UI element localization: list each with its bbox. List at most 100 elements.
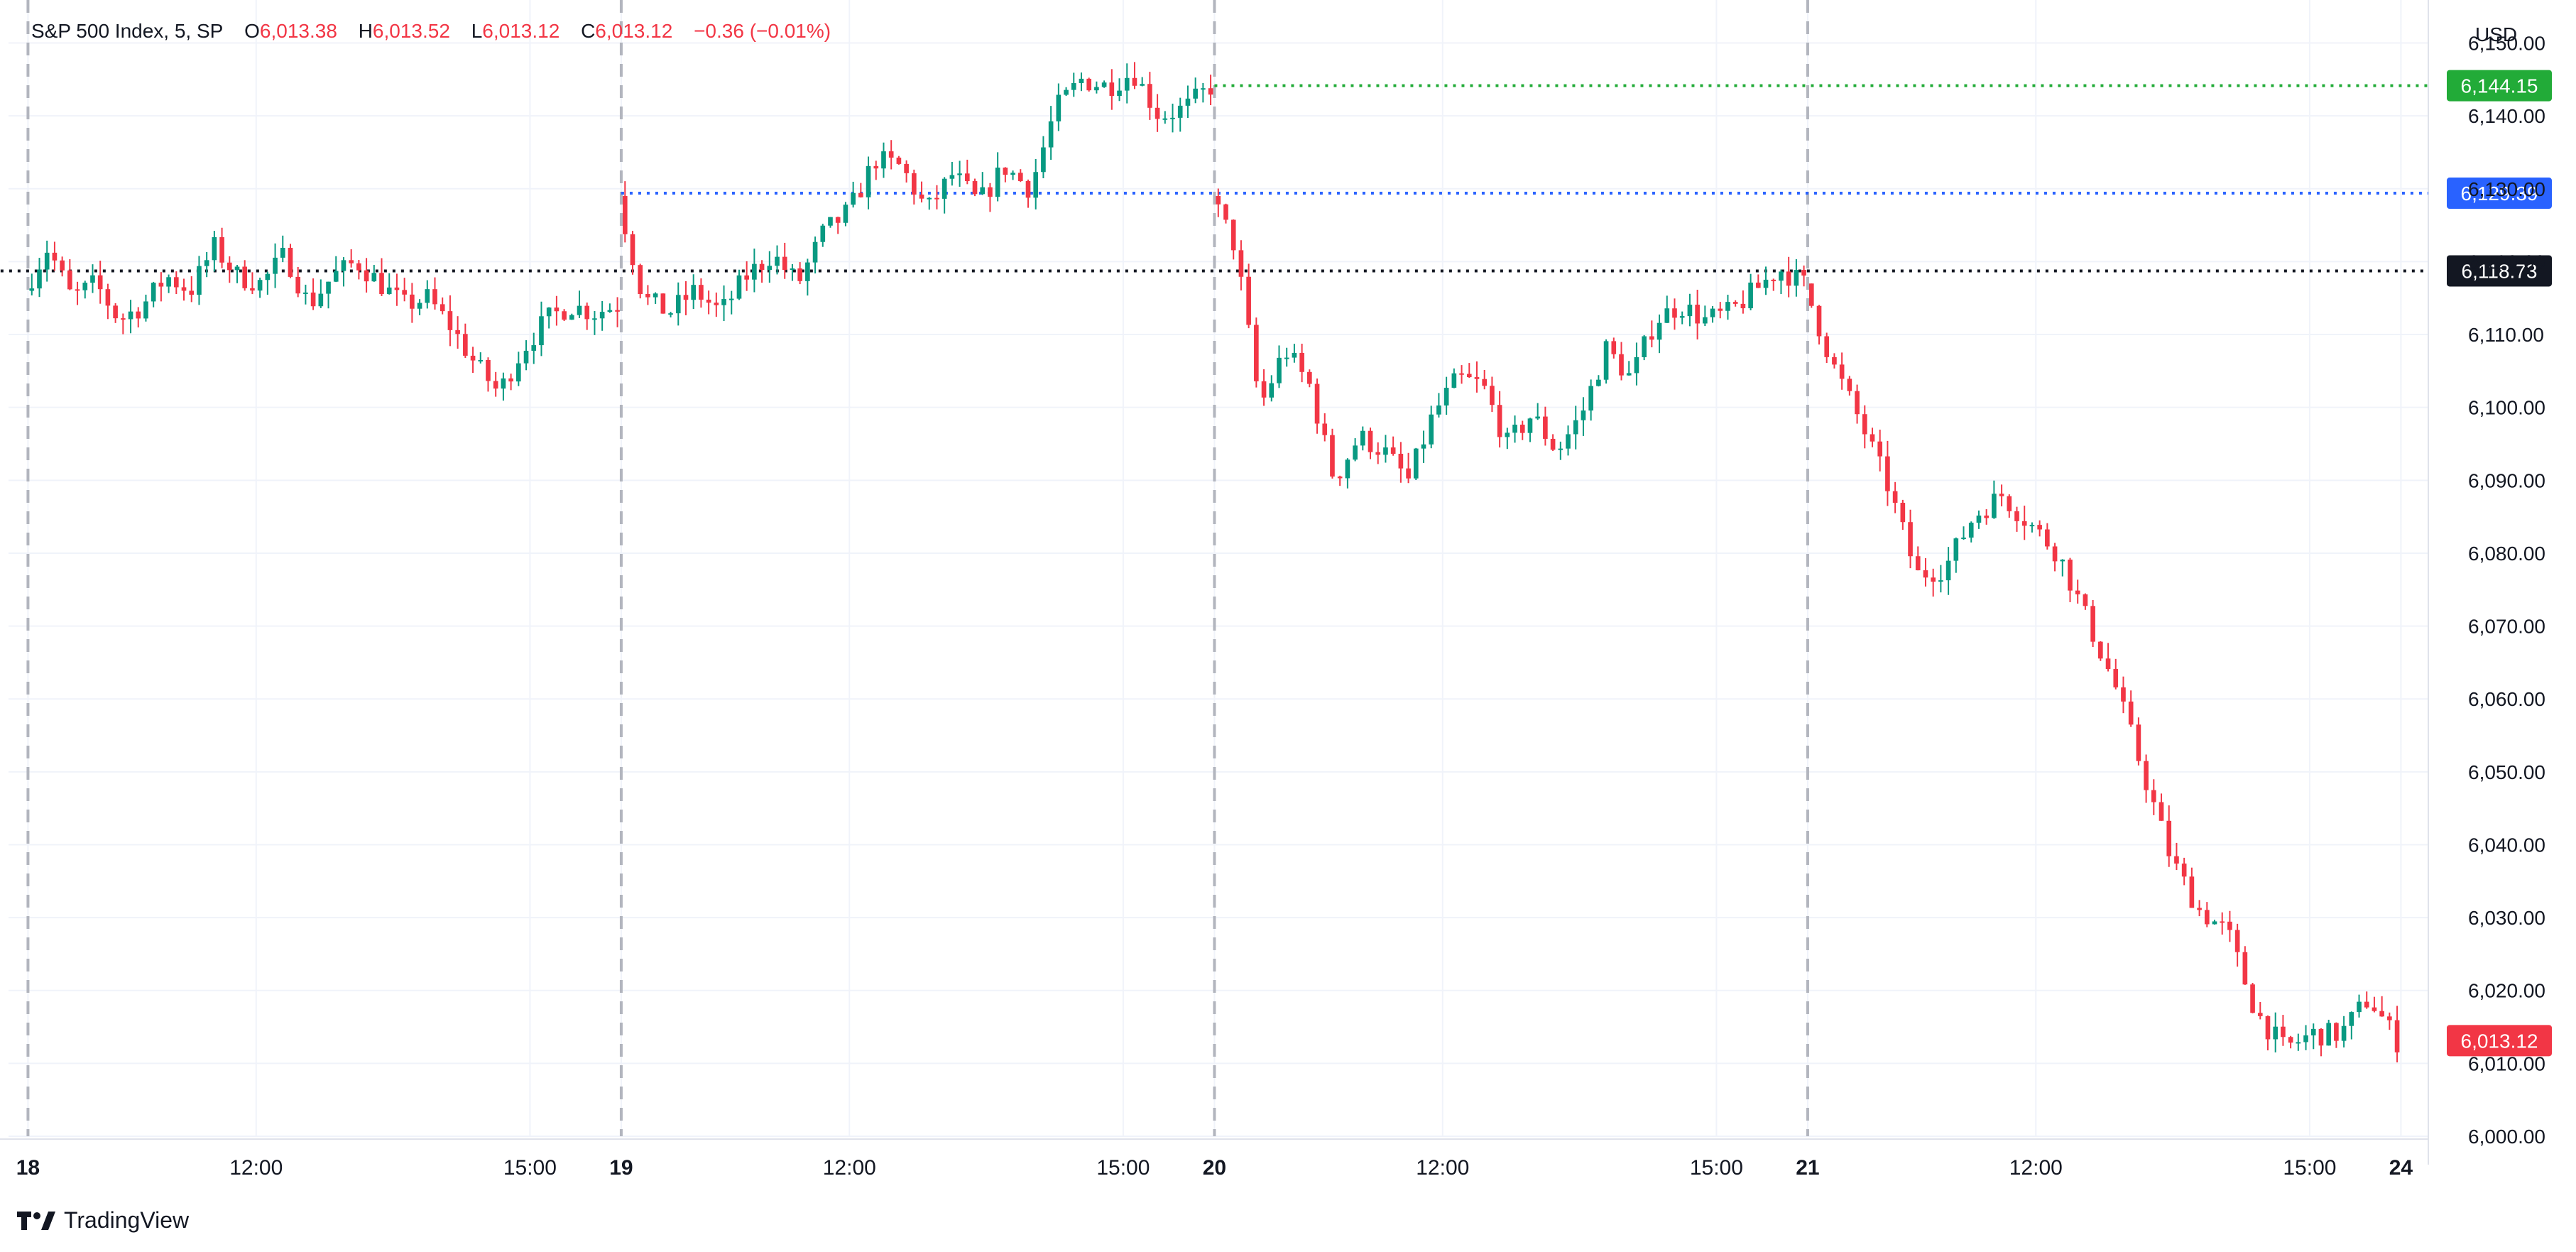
- candle-body: [2105, 658, 2111, 670]
- candle-body: [873, 165, 879, 169]
- price-tick-label: 6,110.00: [2468, 324, 2544, 346]
- price-tick-label: 6,010.00: [2468, 1052, 2545, 1074]
- candle-body: [2341, 1025, 2347, 1041]
- candle-body: [1558, 448, 1563, 450]
- candle-body: [341, 260, 346, 271]
- candle-body: [29, 288, 35, 291]
- candle-body: [1101, 82, 1107, 87]
- symbol-title[interactable]: S&P 500 Index, 5, SP: [31, 20, 224, 42]
- candle-body: [615, 310, 620, 312]
- candle-body: [1094, 87, 1099, 91]
- candle-body: [1588, 386, 1593, 411]
- candle-body: [440, 304, 445, 312]
- candles[interactable]: [29, 62, 2400, 1062]
- candle-body: [60, 260, 65, 271]
- candle-body: [1550, 438, 1556, 450]
- candle-body: [1923, 570, 1928, 578]
- time-tick-label: 12:00: [1416, 1156, 1469, 1180]
- candle-body: [1839, 364, 1845, 379]
- candle-body: [2334, 1023, 2339, 1041]
- price-label-badge[interactable]: [2447, 178, 2552, 209]
- candle-body: [432, 289, 437, 305]
- price-label-badge[interactable]: [2447, 70, 2552, 102]
- candle-body: [295, 276, 301, 294]
- candle-body: [1763, 279, 1769, 288]
- candle-body: [151, 283, 156, 302]
- candle-body: [273, 257, 278, 274]
- price-tick-label: 6,090.00: [2468, 469, 2545, 491]
- candle-body: [1017, 173, 1023, 181]
- candle-body: [912, 173, 917, 195]
- candle-body: [1466, 374, 1472, 378]
- candle-body: [2083, 594, 2088, 606]
- candle-body: [1657, 322, 1662, 340]
- tradingview-logo[interactable]: TradingView: [17, 1207, 189, 1234]
- candle-body: [1953, 538, 1959, 561]
- candle-body: [782, 256, 787, 271]
- candle-body: [858, 192, 863, 197]
- open-value: 6,013.38: [259, 20, 337, 42]
- candle-body: [2204, 910, 2210, 925]
- candle-body: [1459, 373, 1464, 375]
- candle-body: [942, 178, 947, 199]
- candle-body: [470, 355, 476, 361]
- candle-body: [752, 263, 757, 280]
- candle-body: [1908, 522, 1913, 557]
- candle-body: [1025, 180, 1031, 198]
- candle-body: [1413, 448, 1419, 479]
- candle-body: [2075, 590, 2080, 594]
- candle-body: [1383, 447, 1388, 455]
- price-label-badge[interactable]: [2447, 1025, 2552, 1057]
- candle-body: [1710, 308, 1715, 317]
- price-tick-label: 6,000.00: [2468, 1126, 2545, 1148]
- candle-body: [2387, 1016, 2392, 1020]
- candle-body: [219, 236, 224, 263]
- candle-body: [1725, 302, 1730, 311]
- candle-body: [280, 247, 285, 258]
- candle-body: [1755, 282, 1761, 288]
- candle-body: [75, 289, 80, 291]
- candle-body: [113, 305, 118, 319]
- candle-body: [1360, 430, 1365, 446]
- price-axis[interactable]: 6,144.15 6,129.39 6,118.73 6,013.12 6,000.00…: [2447, 33, 2552, 1148]
- candle-body: [371, 273, 377, 282]
- time-axis[interactable]: 18 12:00 15:00 19 12:00 15:00 20 12:00 15:00 21 12…: [16, 1156, 2413, 1180]
- candle-body: [622, 196, 628, 234]
- candle-body: [2273, 1026, 2278, 1040]
- candle-body: [1786, 271, 1791, 286]
- candle-body: [1246, 276, 1251, 325]
- candle-body: [2394, 1020, 2400, 1052]
- candle-body: [1086, 78, 1092, 91]
- candle-body: [1824, 336, 1830, 357]
- candle-body: [2189, 876, 2195, 908]
- candle-body: [1109, 82, 1115, 97]
- low-value: 6,013.12: [482, 20, 560, 42]
- candle-body: [607, 310, 613, 312]
- candle-body: [2181, 864, 2187, 877]
- candle-body: [250, 288, 255, 291]
- candle-body: [1611, 341, 1617, 354]
- candle-body: [2310, 1028, 2316, 1035]
- candle-body: [2296, 1042, 2301, 1044]
- candle-body: [584, 305, 590, 320]
- candle-body: [988, 187, 993, 197]
- candle-body: [1223, 204, 1228, 220]
- candle-body: [2257, 1013, 2263, 1016]
- candle-body: [1390, 447, 1396, 454]
- candle-body: [1230, 219, 1236, 251]
- price-label-badge[interactable]: [2447, 255, 2552, 287]
- candle-body: [949, 175, 955, 179]
- candle-body: [2364, 1001, 2369, 1008]
- candle-body: [1892, 491, 1898, 503]
- candle-body: [1527, 418, 1533, 433]
- candle-body: [1155, 107, 1160, 119]
- candle-body: [1140, 84, 1145, 86]
- candle-body: [1642, 336, 1647, 358]
- candle-body: [1071, 83, 1076, 90]
- candle-body: [120, 318, 126, 320]
- candle-body: [1862, 414, 1867, 435]
- currency-label[interactable]: USD: [2475, 23, 2517, 45]
- candle-body: [364, 270, 369, 282]
- candle-body: [82, 283, 88, 290]
